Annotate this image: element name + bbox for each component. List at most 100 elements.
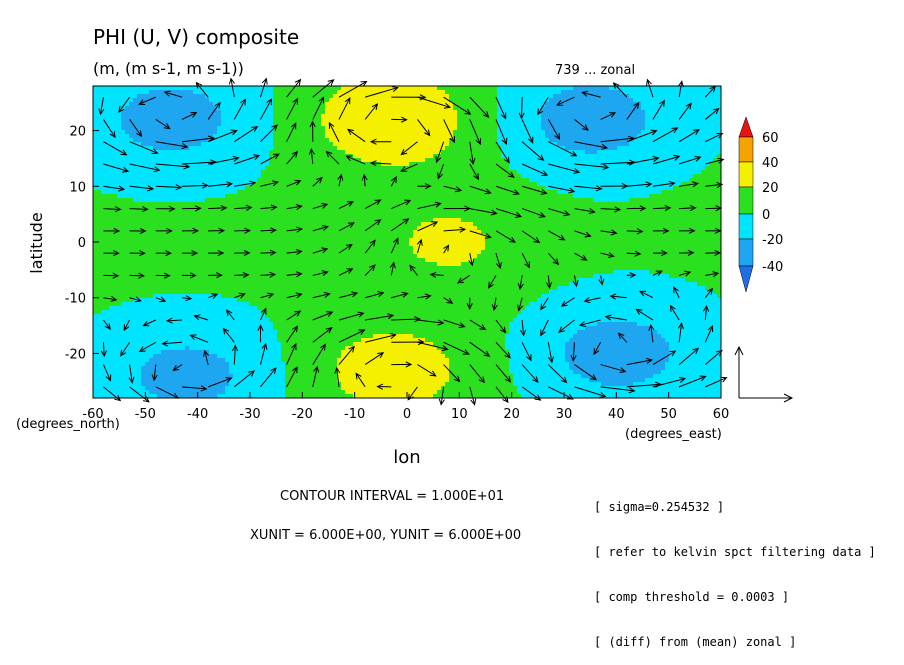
field-cell [153,114,158,119]
field-cell [137,266,142,271]
field-cell [325,210,330,215]
field-cell [173,138,178,143]
field-cell [141,154,146,159]
field-cell [153,90,158,95]
field-cell [289,354,294,359]
field-cell [173,374,178,379]
field-cell [321,266,326,271]
field-cell [245,122,250,127]
field-cell [301,330,306,335]
field-cell [277,90,282,95]
field-cell [205,290,210,295]
field-cell [121,158,126,163]
field-cell [209,202,214,207]
field-cell [225,390,230,395]
field-cell [185,130,190,135]
field-cell [257,358,262,363]
field-cell [193,174,198,179]
field-cell [301,346,306,351]
field-cell [161,294,166,299]
field-cell [181,322,186,327]
field-cell [249,334,254,339]
field-cell [217,174,222,179]
field-cell [181,318,186,323]
field-cell [197,314,202,319]
field-cell [165,282,170,287]
field-cell [317,274,322,279]
field-cell [125,154,130,159]
field-cell [169,186,174,191]
field-cell [309,362,314,367]
field-cell [217,378,222,383]
field-cell [153,146,158,151]
field-cell [317,314,322,319]
field-cell [165,182,170,187]
field-cell [197,318,202,323]
field-cell [285,302,290,307]
field-cell [133,302,138,307]
field-cell [145,350,150,355]
field-cell [125,374,130,379]
field-cell [329,210,334,215]
field-cell [301,394,306,398]
field-cell [177,278,182,283]
field-cell [153,274,158,279]
field-cell [345,334,350,339]
field-cell [225,166,230,171]
field-cell [213,98,218,103]
field-cell [325,346,330,351]
field-cell [221,90,226,95]
field-cell [253,302,258,307]
field-cell [325,178,330,183]
field-cell [105,98,110,103]
field-cell [177,358,182,363]
field-cell [125,190,130,195]
field-cell [257,222,262,227]
field-cell [233,290,238,295]
field-cell [317,366,322,371]
field-cell [237,386,242,391]
field-cell [257,362,262,367]
field-cell [205,258,210,263]
field-cell [277,94,282,99]
field-cell [205,298,210,303]
field-cell [213,354,218,359]
field-cell [157,282,162,287]
field-cell [333,234,338,239]
field-cell [201,238,206,243]
field-cell [269,330,274,335]
field-cell [129,338,134,343]
field-cell [277,310,282,315]
field-cell [261,306,266,311]
field-cell [249,126,254,131]
field-cell [177,250,182,255]
field-cell [261,362,266,367]
field-cell [93,358,98,363]
field-cell [281,178,286,183]
field-cell [165,382,170,387]
field-cell [297,366,302,371]
field-cell [309,318,314,323]
field-cell [281,90,286,95]
field-cell [221,218,226,223]
field-cell [189,186,194,191]
field-cell [337,394,342,398]
field-cell [249,90,254,95]
field-cell [341,258,346,263]
field-cell [105,318,110,323]
field-cell [213,154,218,159]
field-cell [97,390,102,395]
field-cell [289,242,294,247]
field-cell [121,198,126,203]
field-cell [297,122,302,127]
field-cell [281,390,286,395]
field-cell [153,338,158,343]
field-cell [229,142,234,147]
field-cell [281,374,286,379]
field-cell [325,366,330,371]
field-cell [173,270,178,275]
field-cell [141,342,146,347]
field-cell [257,290,262,295]
field-cell [265,178,270,183]
field-cell [261,342,266,347]
